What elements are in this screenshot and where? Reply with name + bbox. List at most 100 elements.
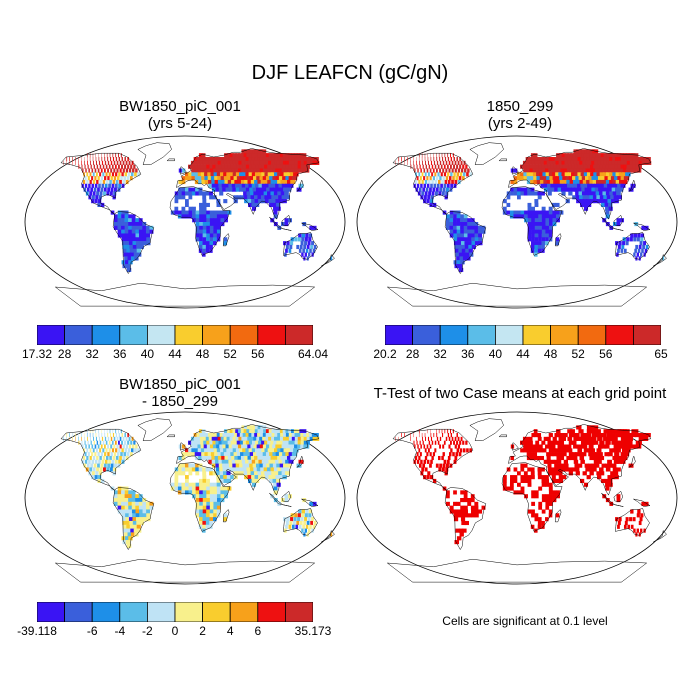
coastline-australia bbox=[615, 508, 650, 536]
colorbar-3-swatches bbox=[37, 602, 313, 622]
colorbar-tick-label: 32 bbox=[433, 347, 447, 361]
colorbar-tick-label: -2 bbox=[142, 624, 153, 638]
coastline-borneo bbox=[613, 490, 624, 503]
grid-cells bbox=[395, 149, 665, 272]
panel-title-1-line2: (yrs 5-24) bbox=[147, 115, 213, 132]
coastline-newguinea bbox=[301, 222, 319, 231]
coastline-borneo bbox=[281, 490, 292, 503]
coastline-antarctica bbox=[386, 282, 648, 307]
significance-footnote: Cells are significant at 0.1 level bbox=[442, 614, 608, 628]
coastline-indonesia bbox=[269, 216, 292, 231]
coastline-namerica bbox=[60, 428, 142, 491]
figure-title: DJF LEAFCN (gC/gN) bbox=[251, 62, 449, 84]
coastline-eurasia bbox=[508, 148, 652, 220]
coastline-greenland bbox=[137, 142, 172, 165]
colorbar-swatch bbox=[202, 325, 231, 345]
colorbar-1: 17.32 28 32 36 40 44 48 52 56 64.04 bbox=[22, 325, 328, 365]
colorbar-swatch bbox=[412, 325, 441, 345]
coastline-japan bbox=[296, 455, 304, 468]
coastline-nz bbox=[321, 529, 335, 543]
colorbar-1-labels: 17.32 28 32 36 40 44 48 52 56 64.04 bbox=[22, 347, 328, 363]
colorbar-swatch bbox=[495, 325, 524, 345]
coastline-newguinea bbox=[633, 222, 651, 231]
colorbar-swatch bbox=[550, 325, 579, 345]
coastline-newguinea bbox=[301, 498, 319, 507]
coastline-greenland bbox=[137, 418, 172, 441]
coastline-uk bbox=[511, 442, 520, 451]
coastline-samerica bbox=[444, 211, 487, 275]
panel-title-4-line1: T-Test of two Case means at each grid po… bbox=[373, 385, 667, 402]
colorbar-tick-label: 65 bbox=[654, 347, 668, 361]
colorbar-tick-label: 4 bbox=[226, 624, 234, 638]
coastline-greenland bbox=[469, 142, 504, 165]
colorbar-tick-label: 40 bbox=[140, 347, 155, 361]
coastline-indonesia bbox=[601, 216, 624, 231]
colorbar-swatch bbox=[174, 602, 204, 622]
colorbar-tick-label: 48 bbox=[195, 347, 210, 361]
colorbar-1-swatches bbox=[37, 325, 313, 345]
colorbar-2-swatches bbox=[385, 325, 661, 345]
coastline-madagascar bbox=[222, 233, 230, 247]
panel-title-2: 1850_299 (yrs 2-49) bbox=[380, 98, 660, 132]
colorbar-tick-label: 44 bbox=[516, 347, 530, 361]
panel-title-3-line1: BW1850_piC_001 bbox=[119, 376, 241, 393]
colorbar-swatch bbox=[64, 602, 93, 622]
colorbar-tick-label: 36 bbox=[461, 347, 475, 361]
colorbar-tick-label: 36 bbox=[113, 347, 127, 361]
colorbar-tick-label: 6 bbox=[254, 624, 262, 638]
coastline-iceland bbox=[166, 158, 176, 162]
coastline-japan bbox=[628, 455, 636, 468]
coastline-antarctica bbox=[386, 558, 648, 583]
map-panel-4 bbox=[356, 411, 678, 585]
grid-cells bbox=[63, 425, 333, 548]
colorbar-swatch bbox=[605, 325, 634, 345]
colorbar-2: 20.2 28 32 36 40 44 48 52 56 65 bbox=[373, 325, 668, 365]
coastline-antarctica bbox=[54, 558, 316, 583]
colorbar-tick-label: 48 bbox=[543, 347, 558, 361]
colorbar-3-labels: -39.118 -6 -4 -2 0 2 4 6 35.173 bbox=[17, 624, 331, 640]
colorbar-swatch bbox=[119, 602, 148, 622]
panel-title-4: T-Test of two Case means at each grid po… bbox=[355, 385, 685, 402]
coastline-iceland bbox=[498, 158, 508, 162]
coastline-eurasia bbox=[176, 424, 320, 496]
coastline-borneo bbox=[281, 214, 292, 227]
colorbar-swatch bbox=[522, 325, 552, 345]
colorbar-tick-label: 44 bbox=[168, 347, 182, 361]
coastline-japan bbox=[296, 179, 304, 192]
panel-title-3-line2: - 1850_299 bbox=[142, 393, 218, 410]
colorbar-swatch bbox=[64, 325, 93, 345]
colorbar-swatch bbox=[284, 602, 313, 622]
coastline-iceland bbox=[498, 434, 508, 438]
colorbar-tick-label: 28 bbox=[57, 347, 72, 361]
colorbar-swatch bbox=[119, 325, 148, 345]
colorbar-tick-label: 17.32 bbox=[21, 347, 53, 361]
colorbar-swatch bbox=[202, 602, 231, 622]
coastline-samerica bbox=[444, 487, 487, 551]
colorbar-tick-label: 2 bbox=[199, 624, 206, 638]
coastline-madagascar bbox=[554, 233, 562, 247]
panel-title-2-line1: 1850_299 bbox=[486, 98, 554, 115]
coastlines bbox=[386, 142, 667, 307]
coastline-samerica bbox=[112, 211, 155, 275]
colorbar-swatch bbox=[229, 325, 259, 345]
colorbar-tick-label: 20.2 bbox=[373, 347, 397, 361]
coastline-namerica bbox=[392, 428, 474, 491]
colorbar-swatch bbox=[577, 325, 607, 345]
colorbar-tick-label: 28 bbox=[405, 347, 420, 361]
coastline-uk bbox=[511, 166, 520, 175]
colorbar-tick-label: -4 bbox=[114, 624, 126, 638]
coastline-iceland bbox=[166, 434, 176, 438]
coastline-madagascar bbox=[554, 509, 562, 523]
colorbar-tick-label: -6 bbox=[86, 624, 98, 638]
colorbar-swatch bbox=[174, 325, 204, 345]
colorbar-swatch bbox=[91, 325, 121, 345]
colorbar-swatch bbox=[467, 325, 496, 345]
coastline-uk bbox=[179, 166, 188, 175]
coastline-namerica bbox=[392, 152, 474, 215]
coastline-africa bbox=[501, 462, 563, 532]
panel-title-1-line1: BW1850_piC_001 bbox=[119, 98, 241, 115]
colorbar-swatch bbox=[284, 325, 313, 345]
coastlines bbox=[54, 142, 335, 307]
coastline-australia bbox=[283, 232, 318, 260]
panel-title-3: BW1850_piC_001 - 1850_299 bbox=[40, 376, 320, 410]
